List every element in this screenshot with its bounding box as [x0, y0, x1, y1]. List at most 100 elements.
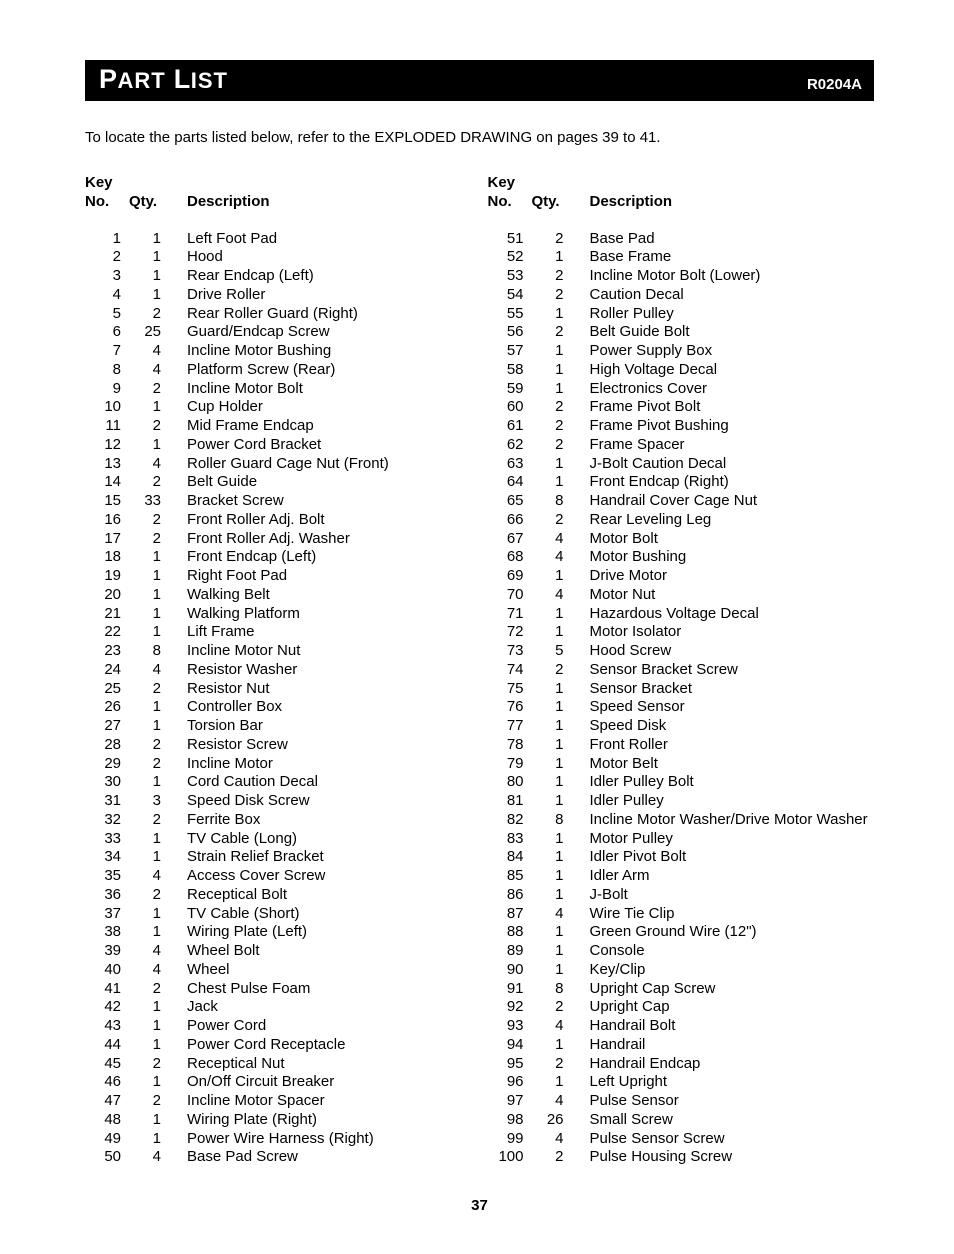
cell-qty: 4	[532, 530, 574, 549]
cell-qty: 1	[532, 1073, 574, 1092]
cell-key: 74	[488, 661, 532, 680]
cell-key: 67	[488, 530, 532, 549]
header-desc-text: Description	[187, 193, 270, 212]
table-row: 711Hazardous Voltage Decal	[488, 605, 875, 624]
cell-key: 76	[488, 698, 532, 717]
cell-desc: Roller Guard Cage Nut (Front)	[171, 455, 472, 474]
table-row: 861J-Bolt	[488, 886, 875, 905]
cell-desc: Key/Clip	[574, 961, 875, 980]
cell-qty: 8	[532, 980, 574, 999]
table-row: 52Rear Roller Guard (Right)	[85, 305, 472, 324]
cell-desc: Pulse Housing Screw	[574, 1148, 875, 1167]
cell-qty: 1	[129, 830, 171, 849]
cell-desc: Idler Arm	[574, 867, 875, 886]
table-row: 801Idler Pulley Bolt	[488, 773, 875, 792]
cell-desc: Front Roller Adj. Bolt	[171, 511, 472, 530]
table-row: 811Idler Pulley	[488, 792, 875, 811]
cell-desc: Wiring Plate (Left)	[171, 923, 472, 942]
cell-qty: 2	[129, 305, 171, 324]
cell-qty: 1	[129, 286, 171, 305]
cell-key: 80	[488, 773, 532, 792]
title-l: L	[174, 64, 191, 94]
table-row: 472Incline Motor Spacer	[85, 1092, 472, 1111]
cell-key: 37	[85, 905, 129, 924]
table-row: 172Front Roller Adj. Washer	[85, 530, 472, 549]
cell-key: 59	[488, 380, 532, 399]
cell-qty: 1	[532, 867, 574, 886]
cell-qty: 1	[129, 773, 171, 792]
header-qty: Qty.	[129, 174, 171, 212]
table-row: 874Wire Tie Clip	[488, 905, 875, 924]
cell-key: 78	[488, 736, 532, 755]
cell-key: 50	[85, 1148, 129, 1167]
cell-qty: 8	[532, 492, 574, 511]
cell-desc: Hazardous Voltage Decal	[574, 605, 875, 624]
table-row: 452Receptical Nut	[85, 1055, 472, 1074]
cell-qty: 1	[532, 361, 574, 380]
cell-qty: 1	[129, 1130, 171, 1149]
table-row: 742Sensor Bracket Screw	[488, 661, 875, 680]
cell-key: 53	[488, 267, 532, 286]
cell-qty: 8	[129, 642, 171, 661]
cell-qty: 4	[129, 867, 171, 886]
cell-key: 9	[85, 380, 129, 399]
table-row: 562Belt Guide Bolt	[488, 323, 875, 342]
cell-key: 68	[488, 548, 532, 567]
table-row: 301Cord Caution Decal	[85, 773, 472, 792]
cell-qty: 1	[129, 698, 171, 717]
cell-desc: Wiring Plate (Right)	[171, 1111, 472, 1130]
cell-desc: Walking Belt	[171, 586, 472, 605]
cell-qty: 1	[129, 923, 171, 942]
cell-desc: Hood Screw	[574, 642, 875, 661]
cell-key: 10	[85, 398, 129, 417]
cell-desc: Rear Roller Guard (Right)	[171, 305, 472, 324]
cell-key: 18	[85, 548, 129, 567]
cell-desc: Handrail Bolt	[574, 1017, 875, 1036]
table-row: 551Roller Pulley	[488, 305, 875, 324]
cell-desc: Wheel	[171, 961, 472, 980]
cell-desc: Power Supply Box	[574, 342, 875, 361]
cell-desc: Power Wire Harness (Right)	[171, 1130, 472, 1149]
table-row: 658Handrail Cover Cage Nut	[488, 492, 875, 511]
parts-column-left: Key No. Qty. Description 11Left Foot Pad…	[85, 174, 472, 1167]
cell-qty: 1	[532, 455, 574, 474]
cell-qty: 2	[532, 1055, 574, 1074]
table-row: 841Idler Pivot Bolt	[488, 848, 875, 867]
cell-qty: 2	[129, 473, 171, 492]
cell-qty: 1	[532, 792, 574, 811]
cell-key: 2	[85, 248, 129, 267]
cell-key: 11	[85, 417, 129, 436]
table-row: 92Incline Motor Bolt	[85, 380, 472, 399]
cell-qty: 2	[532, 998, 574, 1017]
title-ist: IST	[191, 68, 228, 93]
cell-key: 25	[85, 680, 129, 699]
table-row: 252Resistor Nut	[85, 680, 472, 699]
cell-desc: Cord Caution Decal	[171, 773, 472, 792]
cell-qty: 2	[129, 530, 171, 549]
table-row: 974Pulse Sensor	[488, 1092, 875, 1111]
table-row: 851Idler Arm	[488, 867, 875, 886]
cell-qty: 1	[532, 473, 574, 492]
table-row: 394Wheel Bolt	[85, 942, 472, 961]
table-row: 282Resistor Screw	[85, 736, 472, 755]
column-header: Key No. Qty. Description	[488, 174, 875, 212]
header-qty-text: Qty.	[129, 193, 157, 212]
table-row: 31Rear Endcap (Left)	[85, 267, 472, 286]
cell-desc: Speed Disk Screw	[171, 792, 472, 811]
cell-qty: 2	[532, 436, 574, 455]
header-qty: Qty.	[532, 174, 574, 212]
cell-qty: 1	[532, 342, 574, 361]
cell-desc: Left Upright	[574, 1073, 875, 1092]
table-row: 612Frame Pivot Bushing	[488, 417, 875, 436]
cell-desc: Power Cord	[171, 1017, 472, 1036]
cell-key: 88	[488, 923, 532, 942]
cell-desc: Torsion Bar	[171, 717, 472, 736]
cell-qty: 1	[532, 680, 574, 699]
cell-key: 14	[85, 473, 129, 492]
cell-key: 41	[85, 980, 129, 999]
cell-key: 24	[85, 661, 129, 680]
table-row: 521Base Frame	[488, 248, 875, 267]
cell-desc: Belt Guide Bolt	[574, 323, 875, 342]
cell-qty: 2	[129, 980, 171, 999]
cell-desc: Upright Cap	[574, 998, 875, 1017]
